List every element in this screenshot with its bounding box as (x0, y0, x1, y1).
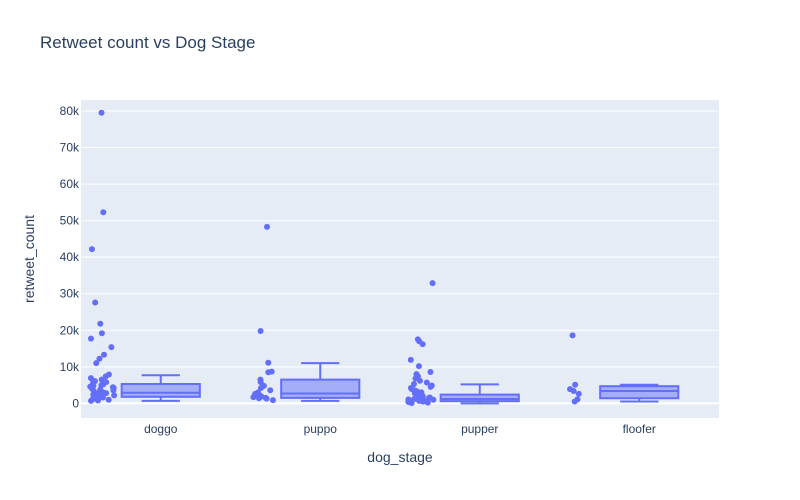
boxes (87, 109, 680, 407)
box-iqr (439, 393, 520, 403)
box-group-puppo (250, 223, 361, 404)
data-point (94, 397, 101, 404)
data-point (257, 328, 264, 335)
data-point (88, 397, 95, 404)
x-axis-ticks: doggo puppo pupper floofer (144, 422, 656, 436)
data-point (100, 209, 107, 216)
box-iqr (280, 378, 361, 399)
data-point (110, 387, 117, 394)
x-tick-label: floofer (623, 422, 656, 436)
data-point (419, 398, 426, 405)
y-tick-label: 0 (72, 396, 79, 410)
box-group-pupper (405, 280, 520, 407)
data-point (87, 335, 94, 342)
y-tick-label: 70k (60, 141, 80, 155)
y-axis-title: retweet_count (21, 215, 37, 303)
x-axis-title: dog_stage (367, 449, 433, 465)
data-point (407, 356, 414, 363)
y-tick-label: 10k (60, 360, 80, 374)
data-point (105, 396, 112, 403)
data-point (263, 395, 270, 402)
plot-area (81, 100, 719, 418)
data-point (575, 390, 582, 397)
data-point (572, 381, 579, 388)
data-point (111, 392, 118, 399)
data-point (88, 246, 95, 253)
data-point (430, 396, 437, 403)
data-point (98, 376, 105, 383)
data-point (415, 363, 422, 370)
data-point (265, 369, 272, 376)
y-tick-label: 20k (60, 323, 80, 337)
data-point (102, 373, 109, 380)
data-point (427, 383, 434, 390)
data-point (103, 390, 110, 397)
x-tick-label: puppo (304, 422, 338, 436)
data-point (419, 341, 426, 348)
box-group-floofer (567, 332, 680, 405)
y-tick-label: 50k (60, 214, 80, 228)
y-tick-label: 60k (60, 177, 80, 191)
data-point (265, 359, 272, 366)
data-point (429, 280, 436, 287)
data-point (267, 387, 274, 394)
data-point (97, 320, 104, 327)
data-point (416, 377, 423, 384)
data-point (93, 360, 100, 367)
data-point (99, 394, 106, 401)
data-point (257, 385, 264, 392)
x-tick-label: doggo (144, 422, 178, 436)
data-point (108, 344, 115, 351)
data-point (269, 397, 276, 404)
data-point (250, 394, 257, 401)
data-point (571, 398, 578, 405)
y-tick-label: 80k (60, 104, 80, 118)
y-axis-ticks: 0 10k 20k 30k 40k 50k 60k 70k 80k (60, 104, 80, 410)
data-point (408, 400, 415, 407)
data-point (255, 395, 262, 402)
data-point (570, 387, 577, 394)
box-group-doggo (87, 109, 201, 404)
data-point (264, 223, 271, 230)
chart-title: Retweet count vs Dog Stage (40, 33, 256, 52)
data-point (96, 355, 103, 362)
x-tick-label: pupper (461, 422, 498, 436)
gridlines (81, 110, 719, 405)
box-iqr (120, 383, 201, 398)
data-point (423, 379, 430, 386)
box-iqr (599, 385, 680, 400)
data-point (569, 332, 576, 339)
data-point (101, 351, 108, 358)
data-point (98, 109, 105, 116)
data-point (424, 399, 431, 406)
y-tick-label: 30k (60, 287, 80, 301)
data-point (92, 299, 99, 306)
y-tick-label: 40k (60, 250, 80, 264)
data-point (427, 368, 434, 375)
data-point (98, 330, 105, 337)
